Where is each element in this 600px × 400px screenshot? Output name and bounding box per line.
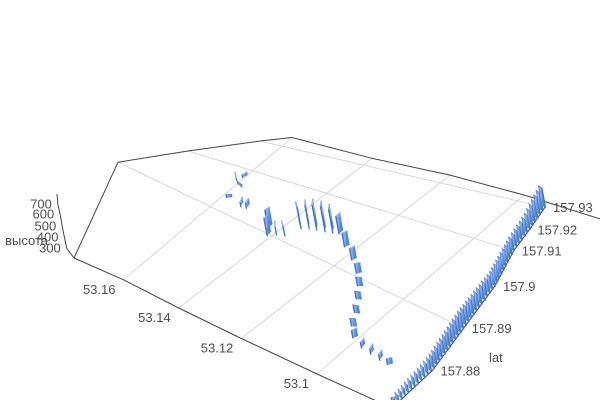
svg-text:157.9: 157.9 [503, 279, 536, 294]
svg-text:157.93: 157.93 [553, 200, 593, 215]
svg-text:157.89: 157.89 [472, 321, 512, 336]
svg-text:53.1: 53.1 [284, 376, 309, 391]
svg-text:157.91: 157.91 [522, 244, 562, 259]
svg-text:157.92: 157.92 [537, 223, 577, 238]
svg-text:53.16: 53.16 [83, 282, 116, 297]
svg-text:lat: lat [489, 350, 503, 365]
svg-text:700: 700 [30, 197, 52, 212]
svg-text:высота: высота [5, 233, 49, 248]
svg-text:157.88: 157.88 [441, 363, 481, 378]
svg-text:53.14: 53.14 [138, 310, 171, 325]
svg-text:53.12: 53.12 [201, 341, 234, 356]
